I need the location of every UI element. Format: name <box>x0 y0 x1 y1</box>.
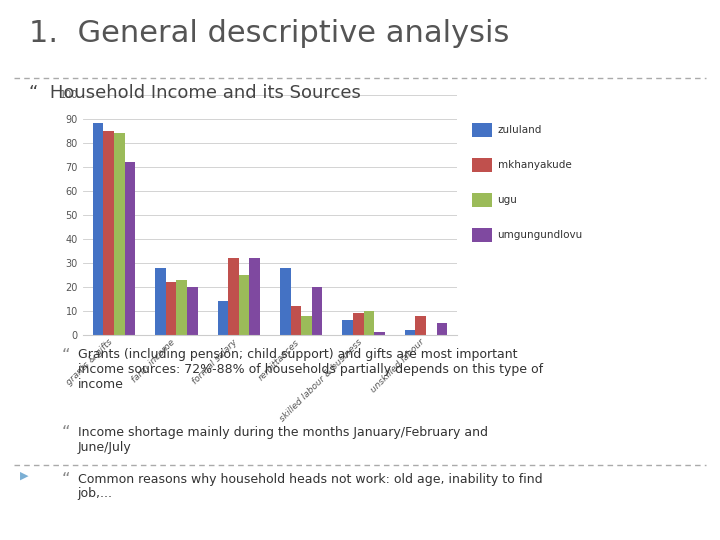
Text: “: “ <box>61 424 70 442</box>
Bar <box>301 315 312 335</box>
Bar <box>249 258 260 335</box>
Text: Grants (including pension; child support) and gifts are most important
income so: Grants (including pension; child support… <box>78 348 543 392</box>
Text: “: “ <box>61 347 70 364</box>
Text: mkhanyakude: mkhanyakude <box>498 160 571 170</box>
Bar <box>312 287 323 335</box>
Bar <box>228 258 239 335</box>
Text: Common reasons why household heads not work: old age, inability to find
job,...: Common reasons why household heads not w… <box>78 472 542 501</box>
Bar <box>239 275 249 335</box>
Bar <box>405 330 415 335</box>
Text: ▶: ▶ <box>20 471 29 481</box>
Bar <box>176 280 187 335</box>
Bar <box>217 301 228 335</box>
Bar <box>166 282 176 335</box>
Bar <box>353 313 364 335</box>
Bar <box>415 315 426 335</box>
Bar <box>104 131 114 335</box>
Text: umgungundlovu: umgungundlovu <box>498 230 582 240</box>
Bar <box>280 267 291 335</box>
Bar <box>436 323 447 335</box>
Text: ugu: ugu <box>498 195 518 205</box>
Bar <box>364 311 374 335</box>
Text: Income shortage mainly during the months January/February and
June/July: Income shortage mainly during the months… <box>78 426 487 454</box>
Bar <box>114 133 125 335</box>
Text: “: “ <box>61 471 70 489</box>
Bar <box>93 123 104 335</box>
Bar <box>156 267 166 335</box>
Bar <box>374 333 384 335</box>
Text: 1.  General descriptive analysis: 1. General descriptive analysis <box>29 19 509 48</box>
Bar <box>343 320 353 335</box>
Bar <box>187 287 197 335</box>
Text: “  Household Income and its Sources: “ Household Income and its Sources <box>29 84 361 102</box>
Bar <box>291 306 301 335</box>
Bar <box>125 162 135 335</box>
Text: zululand: zululand <box>498 125 542 134</box>
